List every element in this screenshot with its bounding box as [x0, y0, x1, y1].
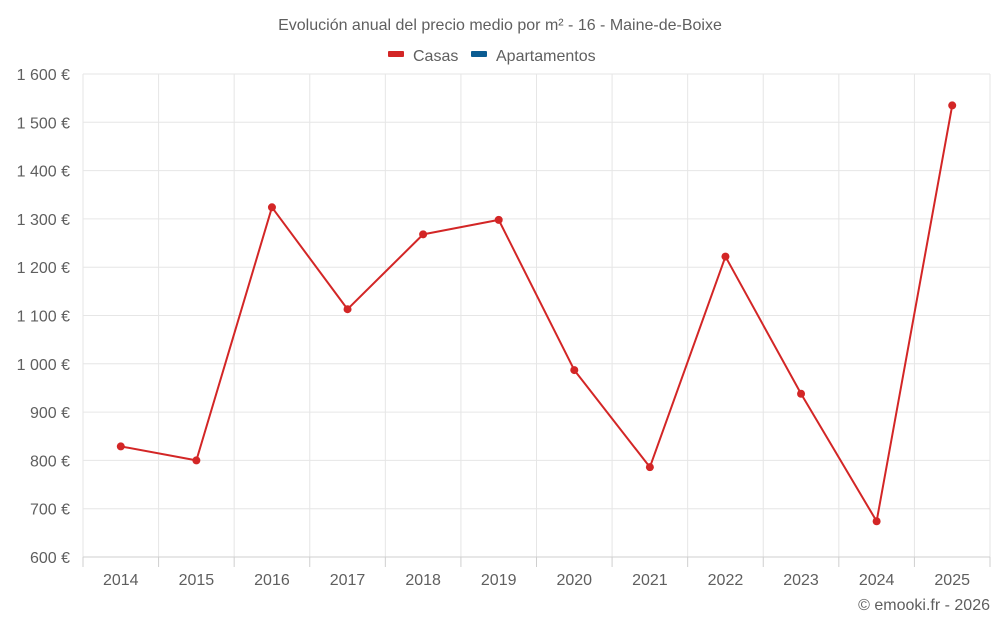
- x-tick-label: 2016: [254, 572, 290, 589]
- x-tick-label: 2021: [632, 572, 668, 589]
- legend-item-apartamentos[interactable]: Apartamentos: [471, 48, 596, 65]
- legend-swatch: [388, 51, 404, 57]
- y-tick-label: 1 400 €: [17, 164, 70, 181]
- legend-swatch: [471, 51, 487, 57]
- legend: Casas Apartamentos: [388, 48, 596, 65]
- data-point[interactable]: [494, 215, 503, 224]
- y-tick-label: 1 200 €: [17, 260, 70, 277]
- data-point[interactable]: [419, 230, 428, 239]
- x-tick-label: 2024: [859, 572, 895, 589]
- y-tick-label: 600 €: [30, 550, 70, 567]
- data-point[interactable]: [570, 366, 579, 375]
- data-point[interactable]: [948, 101, 957, 110]
- data-point[interactable]: [267, 203, 276, 212]
- y-tick-label: 800 €: [30, 453, 70, 470]
- x-tick-label: 2025: [934, 572, 970, 589]
- legend-item-casas[interactable]: Casas: [388, 48, 458, 65]
- legend-label: Apartamentos: [496, 48, 596, 65]
- data-point[interactable]: [645, 463, 654, 472]
- data-point[interactable]: [343, 305, 352, 314]
- legend-label: Casas: [413, 48, 458, 65]
- x-tick-label: 2017: [330, 572, 366, 589]
- y-tick-label: 1 300 €: [17, 212, 70, 229]
- x-tick-label: 2018: [405, 572, 441, 589]
- x-tick-label: 2019: [481, 572, 517, 589]
- y-tick-label: 700 €: [30, 502, 70, 519]
- data-point[interactable]: [872, 517, 881, 526]
- data-point[interactable]: [116, 442, 125, 451]
- x-tick-label: 2022: [708, 572, 744, 589]
- axes: 600 € 700 € 800 € 900 € 1 000 € 1 100 € 1 200 …: [17, 67, 991, 589]
- y-tick-label: 1 600 €: [17, 67, 70, 84]
- x-tick-label: 2015: [179, 572, 215, 589]
- data-point[interactable]: [721, 252, 730, 261]
- x-tick-label: 2014: [103, 572, 139, 589]
- series-layer: [116, 101, 957, 526]
- credit-text: © emooki.fr - 2026: [858, 597, 990, 614]
- series-line-casas: [120, 105, 954, 523]
- data-point[interactable]: [192, 456, 201, 465]
- y-tick-label: 1 500 €: [17, 115, 70, 132]
- data-point[interactable]: [797, 389, 806, 398]
- x-tick-label: 2023: [783, 572, 819, 589]
- x-tick-label: 2020: [556, 572, 592, 589]
- grid-lines: [82, 73, 991, 557]
- y-tick-label: 1 000 €: [17, 357, 70, 374]
- chart-title: Evolución anual del precio medio por m² …: [278, 17, 722, 34]
- y-tick-label: 1 100 €: [17, 309, 70, 326]
- y-tick-label: 900 €: [30, 405, 70, 422]
